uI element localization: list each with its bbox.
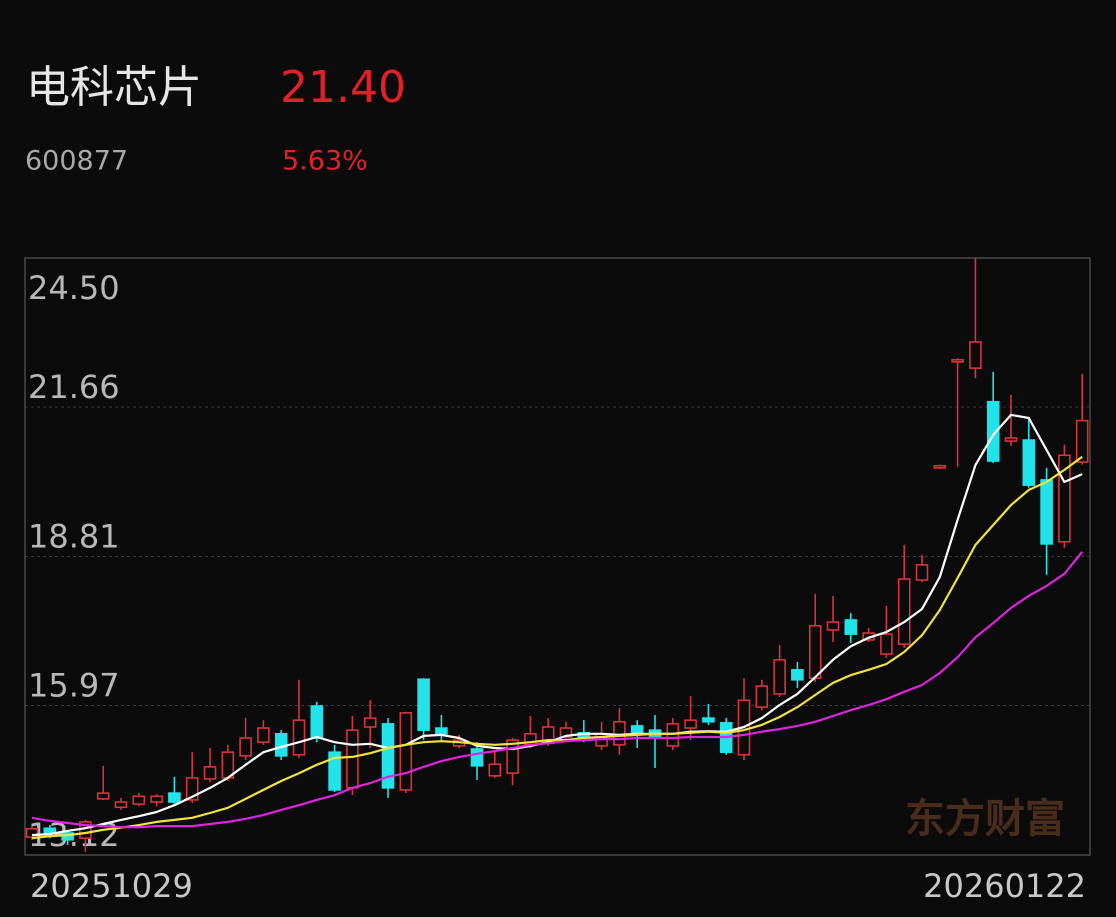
- y-tick-label: 24.50: [28, 269, 120, 307]
- candle-body: [844, 619, 858, 635]
- candle-body: [969, 341, 982, 369]
- candle-body: [506, 739, 519, 774]
- candle-body: [203, 766, 217, 780]
- candle-body: [150, 795, 163, 803]
- x-tick-label: 20251029: [30, 867, 193, 905]
- candle-body: [310, 705, 324, 739]
- stock-name: 电科芯片: [26, 62, 202, 113]
- y-tick-label: 15.97: [28, 666, 120, 704]
- candle-body: [684, 719, 697, 729]
- candle-body: [915, 564, 929, 581]
- plot-frame: [24, 257, 1091, 856]
- candle-body: [363, 717, 377, 728]
- candle-body: [791, 669, 804, 681]
- candle-body: [239, 737, 252, 757]
- candle-body: [613, 720, 626, 746]
- candle-body: [773, 659, 786, 695]
- candle-body: [951, 358, 964, 363]
- candle-body: [114, 801, 128, 809]
- y-tick-label: 18.81: [28, 518, 120, 556]
- candle-body: [132, 795, 146, 805]
- price: 21.40: [280, 62, 406, 113]
- candle-body: [1075, 419, 1089, 463]
- candle-body: [808, 624, 822, 680]
- candle-body: [630, 725, 644, 734]
- y-tick-label: 21.66: [28, 368, 120, 406]
- candle-body: [826, 621, 840, 631]
- candle-body: [488, 763, 502, 777]
- candle-body: [417, 678, 430, 731]
- x-tick-label: 20260122: [923, 867, 1086, 905]
- candle-body: [399, 712, 413, 791]
- candle-body: [933, 464, 947, 469]
- candle-body: [1022, 439, 1036, 486]
- candle-body: [755, 685, 769, 708]
- candle-body: [257, 727, 270, 744]
- candle-body: [346, 729, 359, 789]
- watermark: 东方财富: [905, 795, 1065, 842]
- candle-body: [1040, 479, 1053, 545]
- candle-body: [185, 777, 199, 801]
- candle-body: [168, 792, 181, 803]
- moving-average-line: [31, 413, 1083, 837]
- candle-body: [986, 400, 1000, 462]
- candle-body: [880, 633, 893, 655]
- stock-code: 600877: [25, 146, 128, 177]
- candle-body: [1058, 454, 1071, 543]
- candle-body: [1004, 437, 1018, 442]
- candle-body: [702, 717, 715, 723]
- candle-body: [292, 719, 306, 756]
- moving-average-line: [31, 551, 1084, 829]
- moving-average-line: [31, 455, 1083, 840]
- candle-body: [897, 578, 911, 645]
- candle-body: [435, 727, 448, 735]
- candle-body: [328, 751, 341, 791]
- change-percent: 5.63%: [282, 146, 368, 177]
- candle-body: [381, 723, 395, 789]
- candle-body: [96, 792, 110, 800]
- candle-body: [470, 748, 484, 767]
